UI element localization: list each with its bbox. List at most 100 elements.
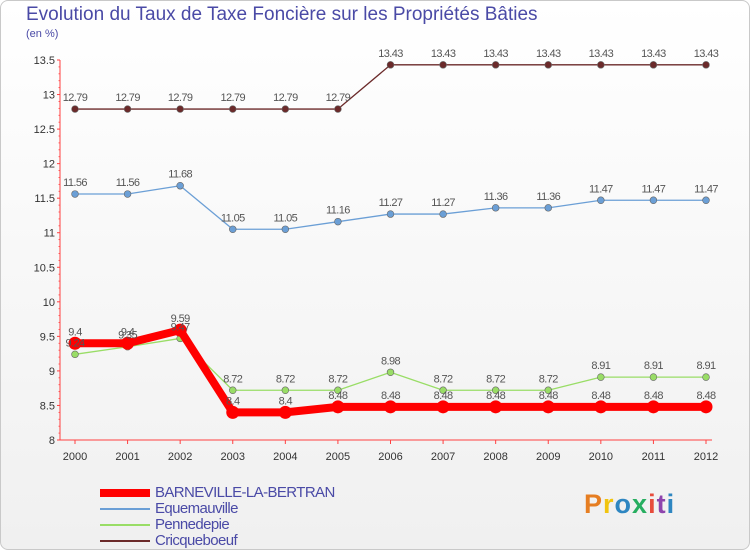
data-point <box>281 225 290 233</box>
data-point <box>436 400 450 414</box>
proxiti-logo: Proxiti <box>584 489 675 520</box>
data-point <box>123 190 132 198</box>
data-label: 11.56 <box>63 177 87 189</box>
data-point <box>491 204 500 212</box>
data-label: 8.98 <box>381 355 400 367</box>
data-point <box>386 368 395 376</box>
data-label: 11.05 <box>273 212 297 224</box>
data-label: 11.36 <box>536 191 560 203</box>
data-point <box>489 400 503 414</box>
data-label: 13.43 <box>641 48 666 60</box>
data-point <box>71 350 79 359</box>
data-point <box>386 61 395 69</box>
y-tick-label: 13 <box>43 90 55 102</box>
legend-swatch <box>100 524 150 526</box>
series-lines <box>68 61 713 419</box>
data-label: 8.72 <box>328 373 347 385</box>
data-label: 13.43 <box>378 48 403 60</box>
data-point <box>702 196 710 204</box>
data-label: 8.72 <box>539 373 558 385</box>
data-label: 11.56 <box>116 177 140 189</box>
data-point <box>334 386 342 394</box>
data-point <box>544 61 552 69</box>
data-point <box>278 405 292 419</box>
data-point <box>384 400 397 414</box>
data-label: 8.72 <box>434 373 453 385</box>
data-point <box>649 196 658 204</box>
data-label: 11.68 <box>168 169 192 181</box>
y-tick-label: 11.5 <box>34 193 55 205</box>
data-label: 8.4 <box>226 395 240 407</box>
legend-swatch <box>100 508 150 510</box>
logo-letter: P <box>584 489 604 519</box>
data-point <box>71 105 79 113</box>
data-label: 11.16 <box>326 205 350 217</box>
data-label: 9.59 <box>171 313 190 325</box>
data-label: 8.72 <box>486 373 505 385</box>
data-label: 8.48 <box>486 390 505 402</box>
y-tick-label: 9 <box>49 366 55 378</box>
legend-swatch <box>100 540 150 542</box>
data-label: 12.79 <box>63 92 88 104</box>
y-tick-label: 9.5 <box>40 331 55 343</box>
x-tick-label: 2000 <box>63 451 87 463</box>
data-point <box>597 373 605 381</box>
data-label: 11.27 <box>379 197 403 209</box>
data-point <box>68 336 82 350</box>
data-label: 8.48 <box>644 390 663 402</box>
y-tick-label: 11 <box>44 228 55 240</box>
data-point <box>646 400 660 414</box>
data-label: 8.72 <box>223 373 242 385</box>
logo-letter: r <box>603 489 615 519</box>
data-point <box>439 386 447 394</box>
logo-letter: o <box>614 489 633 519</box>
y-tick-label: 12 <box>43 159 55 171</box>
data-point <box>229 105 237 113</box>
data-label: 8.4 <box>279 395 293 407</box>
data-point <box>334 217 342 226</box>
data-label: 9.24 <box>65 337 84 349</box>
data-point <box>649 61 658 69</box>
data-label: 8.91 <box>644 360 663 372</box>
data-label: 12.79 <box>168 92 193 104</box>
x-tick-label: 2002 <box>168 451 192 463</box>
y-tick-label: 12.5 <box>34 124 55 136</box>
x-tick-label: 2006 <box>378 451 402 463</box>
data-label: 12.79 <box>220 92 245 104</box>
data-label: 13.43 <box>694 48 719 60</box>
data-label: 13.43 <box>483 48 508 60</box>
legend-label: BARNEVILLE-LA-BERTRAN <box>155 484 335 501</box>
x-tick-label: 2003 <box>221 451 245 463</box>
data-label: 8.48 <box>696 390 715 402</box>
data-point <box>597 196 605 204</box>
data-point <box>229 386 237 394</box>
data-label: 8.91 <box>696 360 715 372</box>
data-point <box>229 225 237 233</box>
data-label: 8.48 <box>539 390 558 402</box>
data-label: 9.4 <box>121 326 135 338</box>
unit-label: (en %) <box>26 28 59 40</box>
legend-label: Equemauville <box>155 500 238 517</box>
legend-swatch <box>100 489 150 497</box>
data-point <box>594 400 608 414</box>
data-label: 9.4 <box>68 326 82 338</box>
x-tick-label: 2008 <box>483 451 507 463</box>
data-point <box>226 405 240 419</box>
logo-letter: i <box>666 489 676 519</box>
data-label: 11.47 <box>694 183 718 195</box>
data-point <box>176 105 184 113</box>
data-point <box>699 400 713 414</box>
data-label: 11.47 <box>642 183 666 195</box>
chart-title: Evolution du Taux de Taxe Foncière sur l… <box>26 4 538 25</box>
logo-letter: t <box>656 489 667 519</box>
y-tick-label: 13.5 <box>34 55 55 67</box>
legend-label: Pennedepie <box>155 516 230 533</box>
y-tick-label: 8.5 <box>40 400 55 412</box>
legend-label: Cricqueboeuf <box>155 532 238 549</box>
data-point <box>334 105 342 113</box>
data-point <box>173 323 187 337</box>
data-label: 8.48 <box>434 390 453 402</box>
data-point <box>176 182 184 190</box>
